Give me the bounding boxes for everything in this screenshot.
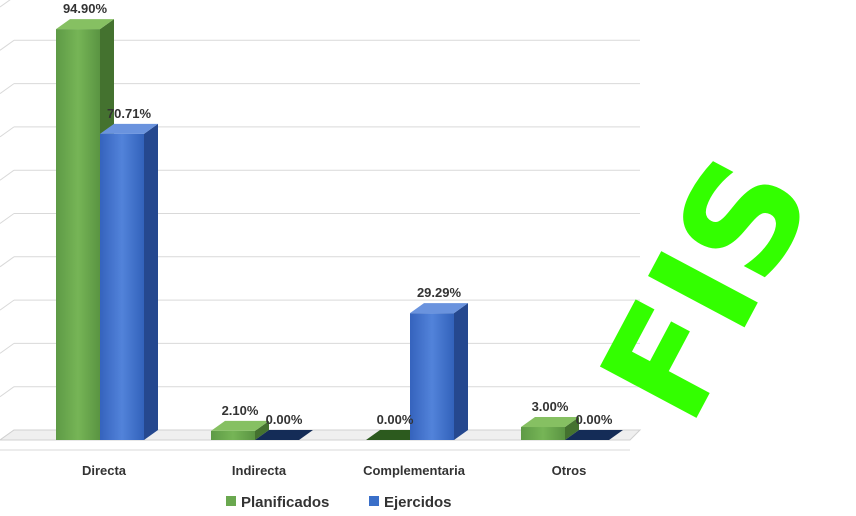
bar-ejercidos-complementaria [410, 303, 468, 440]
bar-side [255, 420, 269, 440]
gridline-depth [0, 342, 15, 354]
data-label-planificados-indirecta: 2.10% [222, 403, 259, 418]
data-label-ejercidos-otros: 0.00% [576, 412, 613, 427]
bar-ejercidos-otros [565, 430, 623, 440]
bar-ejercidos-directa [100, 123, 158, 441]
bar-zero [565, 430, 623, 440]
legend-swatch-ejercidos [369, 496, 379, 506]
bar-top [56, 19, 114, 30]
bar-planificados-otros [521, 417, 579, 440]
data-label-planificados-complementaria: 0.00% [377, 412, 414, 427]
bar-top [211, 420, 269, 431]
bar-top [521, 417, 579, 428]
legend-label-ejercidos: Ejercidos [384, 494, 452, 511]
tick-label-directa: Directa [82, 463, 127, 478]
gridline-depth [0, 39, 15, 51]
bar-front [521, 427, 565, 440]
bar-side [454, 303, 468, 440]
bar-side [565, 417, 579, 440]
gridline-depth [0, 386, 15, 398]
watermark-text: FIS [568, 130, 847, 447]
gridline-depth [0, 169, 15, 181]
gridline-depth [0, 256, 15, 268]
bar-top [410, 303, 468, 314]
gridline-depth [0, 299, 15, 311]
bar-front [211, 430, 255, 440]
data-label-ejercidos-indirecta: 0.00% [266, 412, 303, 427]
watermark: FIS [568, 130, 847, 447]
data-label-ejercidos-complementaria: 29.29% [417, 285, 462, 300]
legend-swatch-planificados [226, 496, 236, 506]
data-label-planificados-directa: 94.90% [63, 1, 108, 16]
bar-planificados-complementaria [366, 430, 424, 440]
legend: Planificados Ejercidos [226, 494, 452, 511]
gridline-depth [0, 126, 15, 138]
data-labels: 94.90% 2.10% 0.00% 3.00% 70.71% 0.00% 29.29% 0.… [63, 1, 613, 427]
legend-label-planificados: Planificados [241, 494, 329, 511]
data-label-ejercidos-directa: 70.71% [107, 106, 152, 121]
bars [56, 19, 623, 441]
data-label-planificados-otros: 3.00% [532, 399, 569, 414]
bar-zero [366, 430, 424, 440]
gridline-depth [0, 213, 15, 224]
bar-ejercidos-indirecta [255, 430, 313, 440]
bar-front [410, 313, 454, 440]
tick-label-indirecta: Indirecta [232, 463, 287, 478]
category-axis: Directa Indirecta Complementaria Otros [82, 463, 586, 478]
tick-label-complementaria: Complementaria [363, 463, 466, 478]
chart-floor [0, 429, 642, 451]
gridline-depth [0, 0, 11, 8]
bar-front [56, 29, 100, 440]
bar-zero [255, 430, 313, 440]
bar-top [100, 123, 158, 134]
gridline-depth [0, 83, 15, 95]
bar-front [100, 133, 144, 441]
tick-label-otros: Otros [552, 463, 587, 478]
bar-planificados-indirecta [211, 420, 269, 440]
bar-side [144, 123, 158, 441]
